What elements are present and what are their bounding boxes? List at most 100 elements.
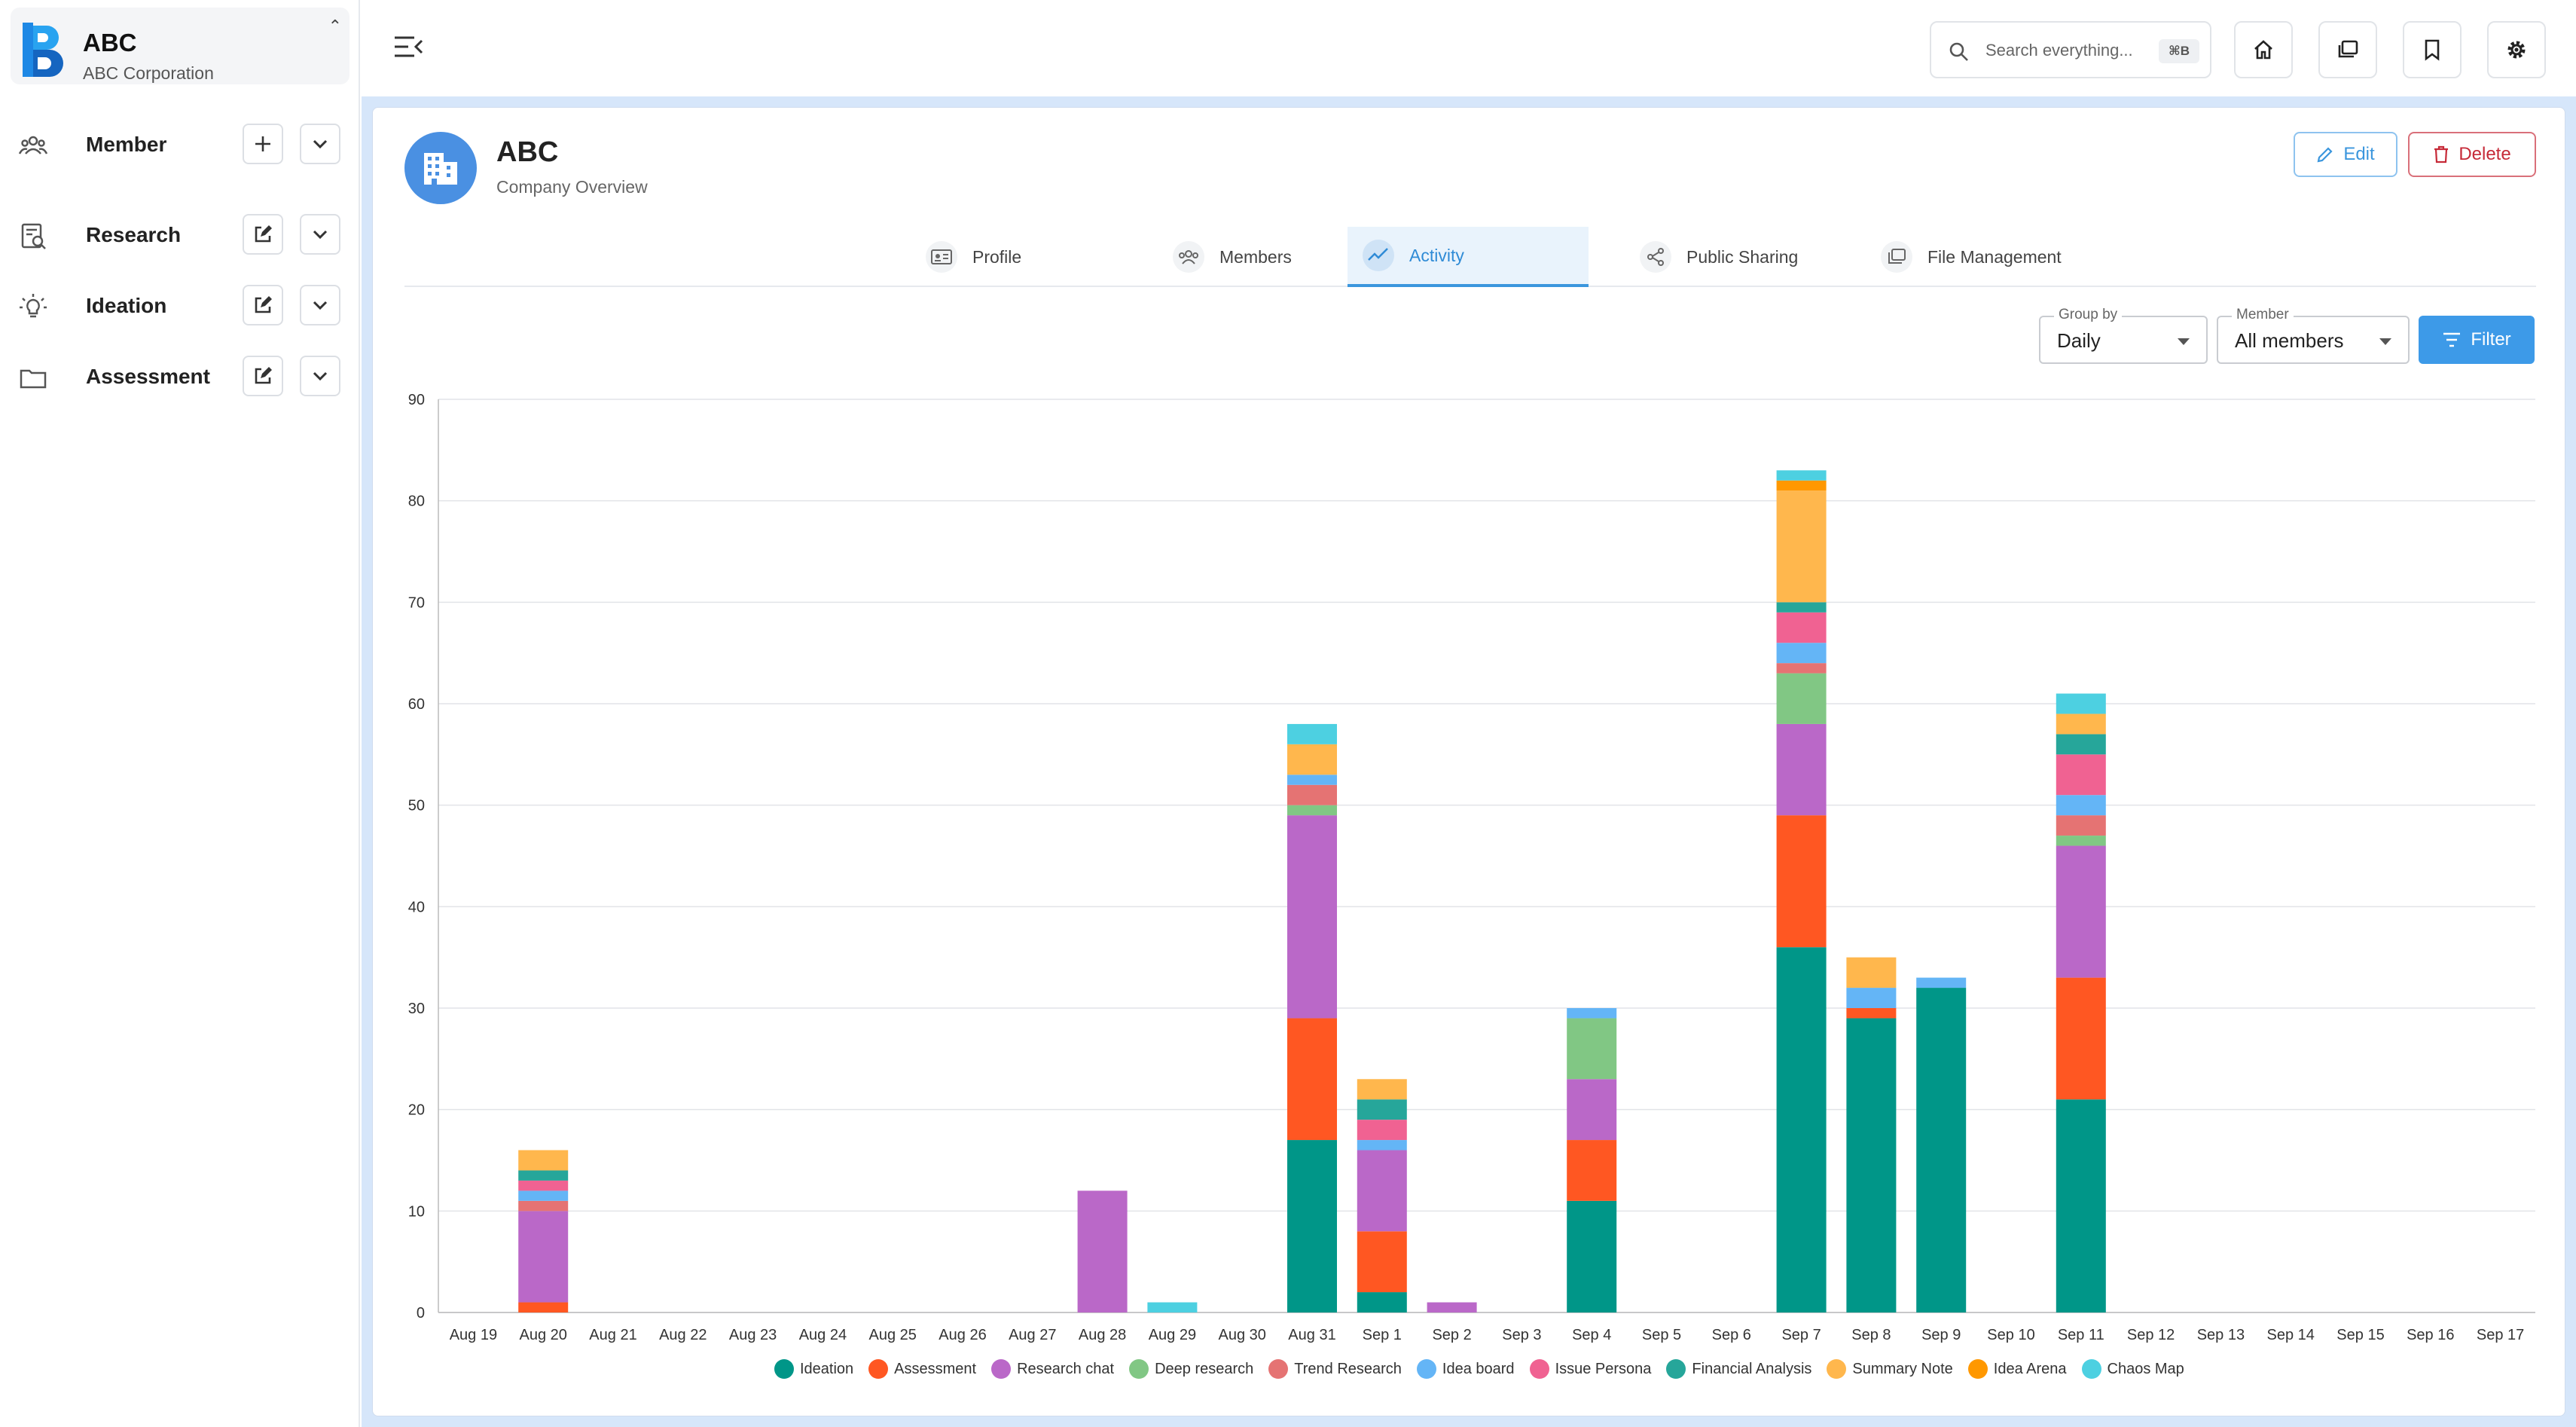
bar-segment[interactable] (1287, 744, 1337, 775)
member-select[interactable]: Member All members (2217, 307, 2410, 364)
bar-segment[interactable] (1567, 1140, 1617, 1201)
bar-segment[interactable] (1776, 723, 1827, 816)
bar-segment[interactable] (1567, 1018, 1617, 1080)
bar-segment[interactable] (1916, 988, 1967, 1312)
bar-segment[interactable] (1776, 643, 1827, 664)
bar-segment[interactable] (1287, 815, 1337, 1019)
add-member-button[interactable] (243, 124, 283, 164)
bar-segment[interactable] (2056, 815, 2106, 836)
legend-item[interactable]: Financial Analysis (1666, 1359, 1811, 1379)
bar-segment[interactable] (1916, 977, 1967, 989)
legend-item[interactable]: Deep research (1129, 1359, 1253, 1379)
bar-segment[interactable] (1846, 957, 1897, 989)
bar-segment[interactable] (1776, 470, 1827, 481)
tab-activity[interactable]: Activity (1348, 227, 1589, 287)
bar-segment[interactable] (518, 1200, 569, 1212)
bar-segment[interactable] (518, 1170, 569, 1181)
bar-segment[interactable] (1287, 1018, 1337, 1141)
bar-segment[interactable] (518, 1302, 569, 1312)
legend-item[interactable]: Assessment (868, 1359, 976, 1379)
bar-segment[interactable] (1357, 1079, 1407, 1100)
bar-segment[interactable] (1357, 1099, 1407, 1120)
legend-item[interactable]: Ideation (774, 1359, 853, 1379)
bar-segment[interactable] (1567, 1008, 1617, 1019)
bar-segment[interactable] (1357, 1140, 1407, 1150)
expand-research-button[interactable] (300, 214, 340, 255)
group-by-select[interactable]: Group by Daily (2039, 307, 2208, 364)
bar-segment[interactable] (518, 1180, 569, 1191)
bar-segment[interactable] (1357, 1150, 1407, 1232)
legend-item[interactable]: Issue Persona (1529, 1359, 1651, 1379)
tab-file-management[interactable]: File Management (1866, 227, 2092, 287)
new-assessment-button[interactable] (243, 356, 283, 396)
bar-segment[interactable] (1776, 663, 1827, 674)
bar-segment[interactable] (1567, 1200, 1617, 1312)
bar-segment[interactable] (1287, 805, 1337, 816)
bar-segment[interactable] (1077, 1190, 1128, 1312)
bar-segment[interactable] (2056, 714, 2106, 735)
new-ideation-button[interactable] (243, 285, 283, 325)
expand-assessment-button[interactable] (300, 356, 340, 396)
bar-segment[interactable] (1776, 947, 1827, 1312)
tab-profile[interactable]: Profile (911, 227, 1099, 287)
bar-segment[interactable] (1776, 612, 1827, 643)
bar-segment[interactable] (518, 1150, 569, 1171)
tab-public-sharing[interactable]: Public Sharing (1625, 227, 1821, 287)
collapse-menu-icon[interactable] (393, 33, 423, 60)
new-research-button[interactable] (243, 214, 283, 255)
bar-segment[interactable] (1357, 1292, 1407, 1312)
tab-members[interactable]: Members (1158, 227, 1354, 287)
expand-member-button[interactable] (300, 124, 340, 164)
bar-segment[interactable] (2056, 836, 2106, 846)
bar-segment[interactable] (518, 1211, 569, 1303)
sidebar-item-ideation[interactable]: Ideation (0, 279, 360, 332)
bar-segment[interactable] (2056, 734, 2106, 755)
home-button[interactable] (2234, 21, 2293, 78)
bar-segment[interactable] (2056, 977, 2106, 1100)
bar-segment[interactable] (1776, 815, 1827, 948)
filter-button[interactable]: Filter (2419, 316, 2535, 364)
sidebar-item-member[interactable]: Member (0, 118, 360, 170)
legend-item[interactable]: Trend Research (1268, 1359, 1402, 1379)
edit-button[interactable]: Edit (2294, 132, 2397, 177)
bar-segment[interactable] (1357, 1120, 1407, 1141)
bar-segment[interactable] (1776, 602, 1827, 613)
bar-segment[interactable] (2056, 693, 2106, 714)
bar-segment[interactable] (1776, 490, 1827, 603)
chevron-up-down-icon[interactable]: ⌃ (328, 17, 342, 35)
settings-button[interactable] (2487, 21, 2546, 78)
legend-item[interactable]: Chaos Map (2081, 1359, 2184, 1379)
sidebar-item-assessment[interactable]: Assessment (0, 350, 360, 402)
bar-segment[interactable] (1427, 1302, 1477, 1312)
expand-ideation-button[interactable] (300, 285, 340, 325)
bar-segment[interactable] (1776, 673, 1827, 724)
bookmark-button[interactable] (2403, 21, 2462, 78)
bar-segment[interactable] (2056, 845, 2106, 978)
bar-segment[interactable] (1287, 1140, 1337, 1312)
search-input[interactable]: Search everything... ⌘B (1930, 21, 2211, 78)
bar-segment[interactable] (1846, 1008, 1897, 1019)
bar-segment[interactable] (1846, 1018, 1897, 1312)
bar-segment[interactable] (1147, 1302, 1198, 1312)
bar-segment[interactable] (1567, 1079, 1617, 1141)
sidebar-item-research[interactable]: Research (0, 208, 360, 261)
legend-item[interactable]: Idea board (1416, 1359, 1515, 1379)
y-tick-label: 50 (408, 798, 425, 814)
legend-item[interactable]: Idea Arena (1967, 1359, 2067, 1379)
bar-segment[interactable] (2056, 795, 2106, 816)
bar-segment[interactable] (1287, 775, 1337, 785)
library-button[interactable] (2318, 21, 2377, 78)
bar-segment[interactable] (1357, 1231, 1407, 1293)
page-title: ABC (496, 136, 559, 168)
bar-segment[interactable] (2056, 1099, 2106, 1312)
bar-segment[interactable] (2056, 754, 2106, 796)
bar-segment[interactable] (1846, 988, 1897, 1008)
bar-segment[interactable] (1776, 480, 1827, 491)
legend-item[interactable]: Research chat (991, 1359, 1114, 1379)
bar-segment[interactable] (1287, 784, 1337, 805)
bar-segment[interactable] (1287, 723, 1337, 744)
delete-button[interactable]: Delete (2408, 132, 2536, 177)
bar-segment[interactable] (518, 1190, 569, 1201)
legend-item[interactable]: Summary Note (1827, 1359, 1953, 1379)
org-switcher[interactable]: ABC ABC Corporation ⌃ (11, 8, 349, 84)
